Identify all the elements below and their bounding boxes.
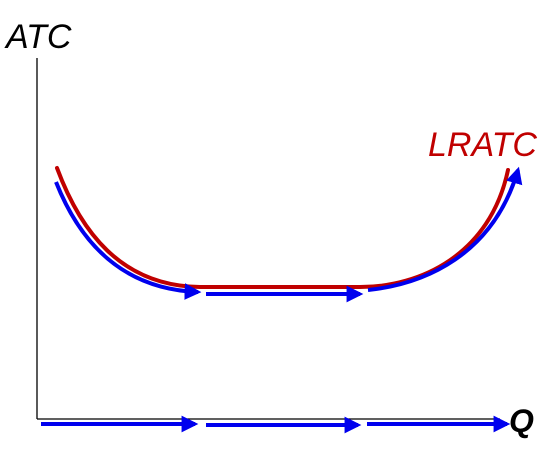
curve-arrow-decreasing-costs (54, 181, 202, 300)
x-axis-label: Q (509, 403, 534, 439)
y-axis-label: ATC (4, 18, 72, 56)
lratc-curve (55, 166, 510, 289)
lratc-label: LRATC (428, 126, 537, 164)
curve-arrow-increasing-costs (367, 166, 523, 292)
